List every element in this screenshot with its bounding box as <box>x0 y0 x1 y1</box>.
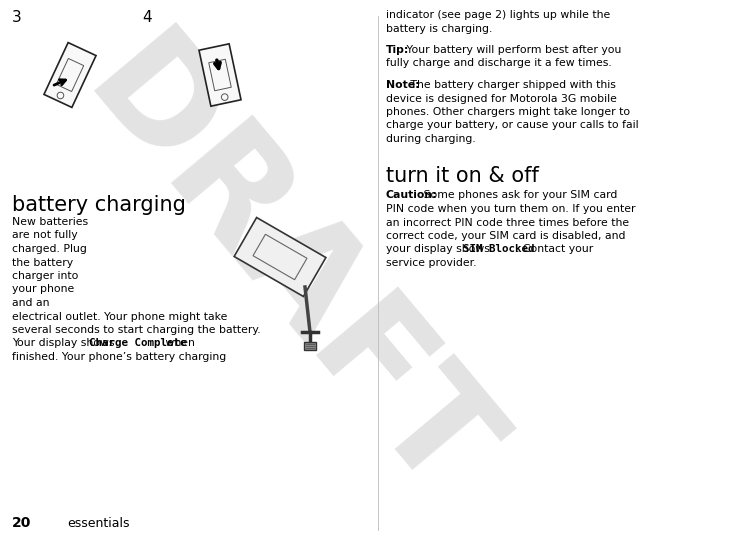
Text: an incorrect PIN code three times before the: an incorrect PIN code three times before… <box>386 217 629 228</box>
Text: Some phones ask for your SIM card: Some phones ask for your SIM card <box>420 191 618 200</box>
Text: service provider.: service provider. <box>386 258 476 268</box>
Text: are not fully: are not fully <box>12 230 78 240</box>
Text: charger into: charger into <box>12 271 78 281</box>
Text: 3: 3 <box>12 10 22 25</box>
Text: electrical outlet. Your phone might take: electrical outlet. Your phone might take <box>12 312 227 322</box>
Text: the battery: the battery <box>12 258 73 268</box>
Text: . Contact your: . Contact your <box>516 245 593 254</box>
Text: your display shows: your display shows <box>386 245 493 254</box>
Text: correct code, your SIM card is disabled, and: correct code, your SIM card is disabled,… <box>386 231 625 241</box>
Text: fully charge and discharge it a few times.: fully charge and discharge it a few time… <box>386 58 611 68</box>
Text: indicator (see page 2) lights up while the: indicator (see page 2) lights up while t… <box>386 10 610 20</box>
Polygon shape <box>304 342 316 350</box>
Polygon shape <box>234 217 326 296</box>
Text: several seconds to start charging the battery.: several seconds to start charging the ba… <box>12 325 261 335</box>
Text: Tip:: Tip: <box>386 45 409 55</box>
Text: New batteries: New batteries <box>12 217 88 227</box>
Text: battery charging: battery charging <box>12 195 186 215</box>
Text: DRAFT: DRAFT <box>56 19 516 527</box>
Polygon shape <box>199 44 241 106</box>
Text: The battery charger shipped with this: The battery charger shipped with this <box>407 80 616 90</box>
Text: Your battery will perform best after you: Your battery will perform best after you <box>403 45 621 55</box>
Text: device is designed for Motorola 3G mobile: device is designed for Motorola 3G mobil… <box>386 93 617 104</box>
Text: 20: 20 <box>12 516 32 530</box>
Text: and an: and an <box>12 298 50 308</box>
Polygon shape <box>44 43 96 108</box>
Text: finished. Your phone’s battery charging: finished. Your phone’s battery charging <box>12 352 226 362</box>
Text: PIN code when you turn them on. If you enter: PIN code when you turn them on. If you e… <box>386 204 635 214</box>
Text: Your display shows: Your display shows <box>12 339 118 348</box>
Text: battery is charging.: battery is charging. <box>386 23 492 33</box>
Text: turn it on & off: turn it on & off <box>386 165 538 186</box>
Text: SIM Blocked: SIM Blocked <box>462 245 534 254</box>
Text: phones. Other chargers might take longer to: phones. Other chargers might take longer… <box>386 107 630 117</box>
Text: Caution:: Caution: <box>386 191 437 200</box>
Text: Charge Complete: Charge Complete <box>89 339 187 348</box>
Text: during charging.: during charging. <box>386 134 475 144</box>
Text: your phone: your phone <box>12 284 75 294</box>
Text: when: when <box>162 339 194 348</box>
Text: essentials: essentials <box>67 517 130 530</box>
Text: 4: 4 <box>142 10 151 25</box>
Text: charge your battery, or cause your calls to fail: charge your battery, or cause your calls… <box>386 121 638 130</box>
Text: charged. Plug: charged. Plug <box>12 244 87 254</box>
Text: Note:: Note: <box>386 80 419 90</box>
